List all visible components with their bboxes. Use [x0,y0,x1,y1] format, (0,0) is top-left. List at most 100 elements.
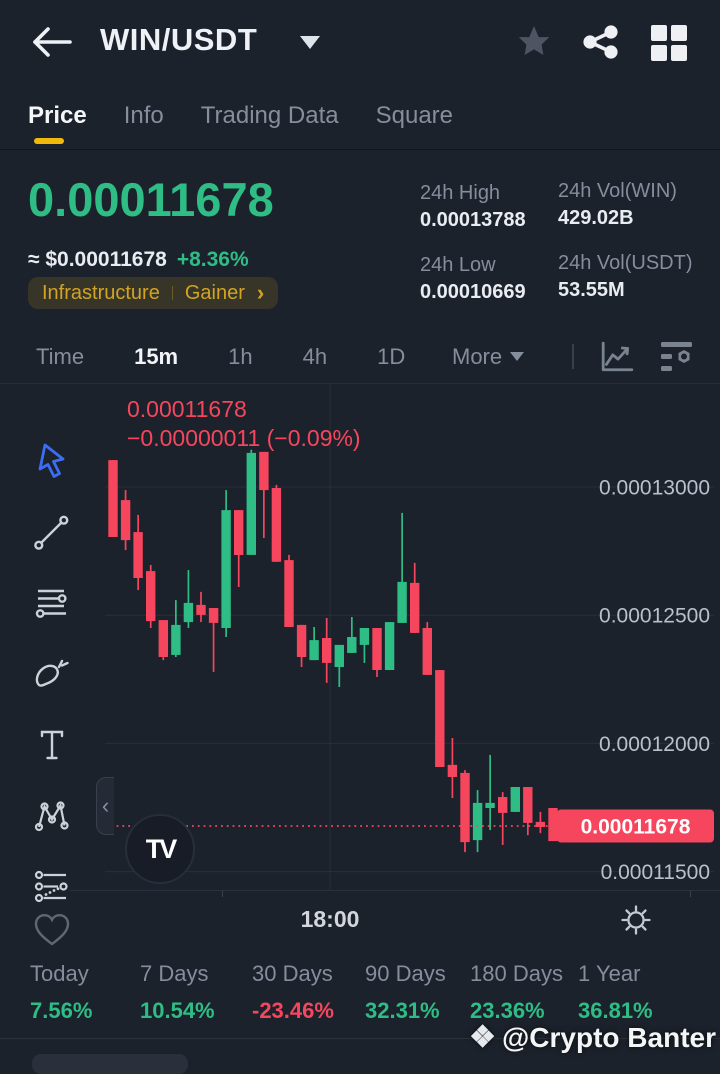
star-icon [518,26,550,55]
candle-body [133,532,143,578]
candle-body [498,797,508,813]
candle-body [271,488,282,562]
candle-body [208,608,219,623]
tool-cursor-button[interactable] [30,439,74,483]
price-axis-labels[interactable]: 0.00013000 0.00012500 0.00012000 0.00011500 [599,477,710,885]
candle-body [410,582,420,633]
tool-brush-button[interactable] [30,652,74,696]
candle-body [246,452,256,555]
share-button[interactable] [578,20,622,64]
favorite-button[interactable] [516,24,552,60]
candle-body [221,510,231,628]
tool-xabcd-button[interactable] [30,794,74,838]
candle-body [284,560,294,627]
chart-area: 0.00011678 −0.00000011 (−0.09%) 0.000130… [0,383,720,903]
candle-body [422,628,432,675]
perf-col-30-days: 30 Days -23.46% [252,961,334,1024]
candle-body [183,602,194,623]
tab-trading-data[interactable]: Trading Data [201,102,339,134]
tool-trendline-button[interactable] [30,510,74,554]
interval-1d[interactable]: 1D [377,343,406,369]
indicators-icon [661,342,692,371]
perf-value: 32.31% [365,998,440,1023]
tab-label: Trading Data [200,101,339,129]
interval-time[interactable]: Time [36,343,85,369]
perf-col-1-year: 1 Year 36.81% [578,961,653,1024]
chart-settings-button[interactable] [618,902,654,938]
tool-fib-button[interactable] [30,581,74,625]
category-tag: Infrastructure [42,281,160,304]
brush-icon [35,659,69,687]
tab-info[interactable]: Info [124,102,164,134]
tag-separator [171,286,173,300]
tradingview-logo[interactable]: TV [125,814,195,884]
toolbar-collapse-handle[interactable]: ‹ [96,777,114,835]
price-tick-label: 0.00012000 [599,733,710,756]
xabcd-pattern-icon [34,801,69,832]
candlestick-chart[interactable]: 0.00011678 −0.00000011 (−0.09%) 0.000130… [0,383,720,890]
divider [0,383,720,384]
tool-forecast-button[interactable] [30,865,74,909]
time-axis[interactable]: 18:00 [0,890,720,947]
more-intervals-button[interactable]: More [452,330,525,383]
time-tick [690,891,691,897]
tool-favorites-button[interactable] [30,908,74,948]
price-tick-label: 0.00011500 [601,861,710,884]
candle-body [535,821,546,827]
markets-grid-button[interactable] [650,24,688,62]
perf-value: 23.36% [470,998,545,1023]
perf-value: 36.81% [578,998,653,1023]
high-value: 0.00013788 [420,209,526,231]
perf-label: 90 Days [365,961,446,986]
candle-body [359,628,370,645]
indicators-button[interactable] [658,340,696,374]
tab-square[interactable]: Square [376,102,453,134]
perf-col-today: Today 7.56% [30,961,92,1024]
candle-body [485,802,495,808]
caret-down-icon[interactable] [300,36,320,49]
last-price-tag: 0.00011678 [557,809,714,843]
chart-bottom-border [70,890,720,891]
pair-title[interactable]: WIN/USDT [100,22,258,57]
interval-bar: Time 15m 1h 4h 1D More [0,330,720,383]
chart-style-button[interactable] [598,340,636,374]
candle-body [146,571,156,622]
fiat-price: ≈ $0.00011678 [28,248,167,271]
candle-body [372,628,382,670]
interval-1h[interactable]: 1h [228,343,253,369]
partial-bottom-button[interactable] [32,1054,188,1074]
candle-body [296,624,307,657]
tab-label: Price [28,101,87,129]
performance-panel: Today 7.56% 7 Days 10.54% 30 Days -23.46% 90 D… [0,947,720,1039]
watermark-text: @Crypto Banter [502,1022,716,1053]
divider [0,149,720,150]
candle-body [472,802,483,841]
tab-label: Square [375,101,453,129]
price-tick-label: 0.00012500 [599,605,710,628]
text-icon [40,730,64,760]
candle-body [196,604,206,615]
candle-body [120,500,131,541]
header: WIN/USDT [0,0,720,85]
interval-items: Time 15m 1h 4h 1D [36,330,405,383]
low-value: 0.00010669 [420,281,526,303]
grid-icon [651,25,687,61]
category-tag-pill[interactable]: Infrastructure Gainer › [28,277,279,309]
arrow-left-icon [33,27,72,57]
candle-body [435,670,445,767]
interval-4h[interactable]: 4h [302,343,328,369]
divider [572,344,574,369]
tab-price[interactable]: Price [28,101,87,144]
candle-body [309,640,319,661]
candle-body [460,772,470,843]
time-tick [222,891,223,897]
vol-base-value: 429.02B [558,207,634,229]
back-button[interactable] [30,24,74,60]
low-label: 24h Low [420,254,496,276]
tool-text-button[interactable] [30,723,74,767]
interval-15m[interactable]: 15m [134,343,179,369]
line-chart-icon [601,341,634,372]
chevron-right-icon: › [256,280,265,305]
fiat-price-row: ≈ $0.00011678 +8.36% [28,248,249,272]
candle-body [158,620,168,657]
